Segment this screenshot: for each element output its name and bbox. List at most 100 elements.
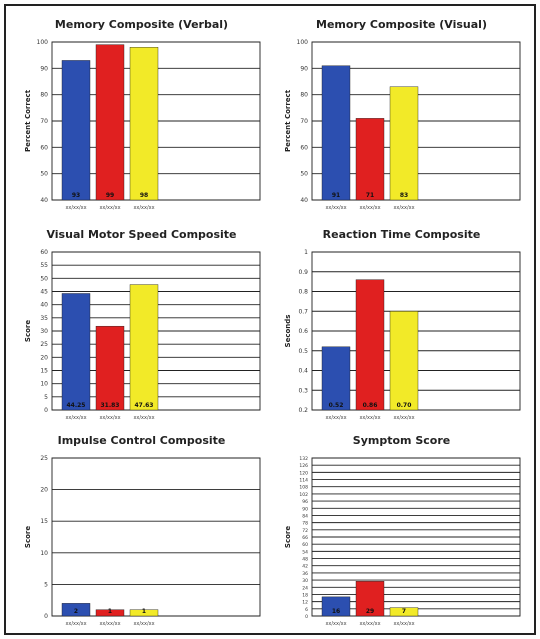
bar bbox=[389, 311, 419, 411]
y-tick-label: 48 bbox=[302, 557, 308, 563]
bar-value-label: 93 bbox=[72, 192, 80, 199]
chart-plot: 0.2 0.3 0.4 0.5 0.6 0.7 0.8 0.9 1 Seconds 0.52 xx/x… bbox=[284, 249, 521, 421]
y-tick-label: 35 bbox=[40, 315, 48, 322]
y-tick-label: 84 bbox=[302, 513, 308, 519]
bar bbox=[95, 609, 125, 617]
x-tick-label: xx/xx/xx bbox=[65, 415, 86, 421]
y-tick-label: 54 bbox=[302, 549, 308, 555]
y-tick-label: 15 bbox=[40, 368, 48, 375]
chart-panel-memory-visual: Memory Composite (Visual) 40 50 60 70 80 90 10… bbox=[274, 18, 529, 218]
y-tick-label: 80 bbox=[300, 92, 308, 99]
y-tick-label: 20 bbox=[40, 487, 48, 494]
bar-value-label: 31.83 bbox=[101, 402, 120, 409]
y-tick-label: 45 bbox=[40, 289, 48, 296]
y-tick-label: 72 bbox=[302, 528, 308, 534]
y-tick-label: 60 bbox=[40, 144, 48, 151]
y-tick-label: 108 bbox=[299, 485, 308, 491]
y-tick-label: 0 bbox=[305, 614, 308, 620]
bar-value-label: 47.63 bbox=[135, 402, 154, 409]
chart-title: Visual Motor Speed Composite bbox=[46, 228, 237, 241]
y-tick-label: 42 bbox=[302, 564, 308, 570]
y-axis-label: Percent Correct bbox=[284, 89, 292, 152]
bar bbox=[129, 284, 159, 411]
y-tick-label: 24 bbox=[302, 585, 308, 591]
y-tick-label: 50 bbox=[40, 171, 48, 178]
y-tick-label: 70 bbox=[40, 118, 48, 125]
y-tick-label: 0.7 bbox=[298, 308, 308, 315]
x-tick-label: xx/xx/xx bbox=[359, 205, 380, 211]
bar bbox=[389, 86, 419, 201]
x-tick-label: xx/xx/xx bbox=[393, 205, 414, 211]
y-tick-label: 55 bbox=[40, 262, 48, 269]
x-tick-label: xx/xx/xx bbox=[393, 415, 414, 421]
chart-title: Impulse Control Composite bbox=[57, 434, 226, 447]
y-tick-label: 80 bbox=[40, 92, 48, 99]
y-tick-label: 36 bbox=[302, 571, 308, 577]
y-tick-label: 0.8 bbox=[298, 289, 308, 296]
y-tick-label: 30 bbox=[302, 578, 308, 584]
bar-value-label: 16 bbox=[332, 608, 340, 615]
x-tick-label: xx/xx/xx bbox=[99, 621, 120, 627]
y-tick-label: 5 bbox=[44, 581, 48, 588]
bar-value-label: 29 bbox=[366, 608, 374, 615]
chart-panel-impulse-control: Impulse Control Composite 0 5 10 15 20 25 Scor… bbox=[14, 434, 269, 634]
chart-panel-reaction-time: Reaction Time Composite 0.2 0.3 0.4 0.5 0.6 0… bbox=[274, 228, 529, 428]
bar bbox=[355, 581, 385, 617]
bar-value-label: 91 bbox=[332, 192, 340, 199]
bar-value-label: 2 bbox=[74, 608, 78, 615]
chart-plot: 40 50 60 70 80 90 100 Percent Correct 93 xx/xx/xx… bbox=[24, 39, 261, 211]
bar-value-label: 0.52 bbox=[329, 402, 344, 409]
y-tick-label: 1 bbox=[304, 249, 308, 256]
y-tick-label: 18 bbox=[302, 592, 308, 598]
chart-panel-visual-motor-speed: Visual Motor Speed Composite 0 5 10 15 20 25 3… bbox=[14, 228, 269, 428]
y-tick-label: 50 bbox=[300, 171, 308, 178]
bar-value-label: 44.25 bbox=[67, 402, 86, 409]
y-tick-label: 66 bbox=[302, 535, 308, 541]
y-axis-label: Seconds bbox=[284, 315, 292, 348]
bar-value-label: 83 bbox=[400, 192, 408, 199]
y-tick-label: 25 bbox=[40, 455, 48, 462]
y-tick-label: 25 bbox=[40, 341, 48, 348]
y-tick-label: 6 bbox=[305, 607, 308, 613]
y-tick-label: 15 bbox=[40, 518, 48, 525]
y-tick-label: 100 bbox=[37, 39, 49, 46]
report-frame: Memory Composite (Verbal) 40 50 60 70 80 90 10… bbox=[4, 4, 536, 635]
chart-plot: 40 50 60 70 80 90 100 Percent Correct 91 xx/xx/xx… bbox=[284, 39, 521, 211]
x-tick-label: xx/xx/xx bbox=[65, 621, 86, 627]
y-tick-label: 90 bbox=[302, 506, 308, 512]
y-tick-label: 10 bbox=[40, 550, 48, 557]
y-tick-label: 0 bbox=[44, 407, 48, 414]
y-tick-label: 0.3 bbox=[298, 387, 308, 394]
bar-value-label: 1 bbox=[142, 608, 146, 615]
bar-value-label: 1 bbox=[108, 608, 112, 615]
y-tick-label: 0.5 bbox=[298, 348, 308, 355]
y-tick-label: 60 bbox=[300, 144, 308, 151]
bar bbox=[389, 607, 419, 617]
y-tick-label: 60 bbox=[40, 249, 48, 256]
y-tick-label: 30 bbox=[40, 328, 48, 335]
bar bbox=[95, 44, 125, 201]
y-tick-label: 5 bbox=[44, 394, 48, 401]
bar bbox=[61, 603, 91, 617]
y-tick-label: 20 bbox=[40, 354, 48, 361]
y-tick-label: 60 bbox=[302, 542, 308, 548]
y-tick-label: 96 bbox=[302, 499, 308, 505]
y-tick-label: 0.6 bbox=[298, 328, 308, 335]
y-axis-label: Score bbox=[24, 526, 32, 548]
y-axis-label: Score bbox=[24, 320, 32, 342]
chart-title: Symptom Score bbox=[352, 434, 451, 447]
bar-value-label: 71 bbox=[366, 192, 374, 199]
bar bbox=[321, 596, 351, 617]
bar bbox=[355, 118, 385, 201]
bar bbox=[129, 609, 159, 617]
bar-value-label: 7 bbox=[402, 608, 406, 615]
x-tick-label: xx/xx/xx bbox=[99, 205, 120, 211]
x-tick-label: xx/xx/xx bbox=[393, 621, 414, 627]
y-tick-label: 10 bbox=[40, 381, 48, 388]
bar bbox=[61, 293, 91, 411]
bar bbox=[355, 279, 385, 411]
y-tick-label: 90 bbox=[40, 65, 48, 72]
y-tick-label: 0 bbox=[44, 613, 48, 620]
x-tick-label: xx/xx/xx bbox=[99, 415, 120, 421]
